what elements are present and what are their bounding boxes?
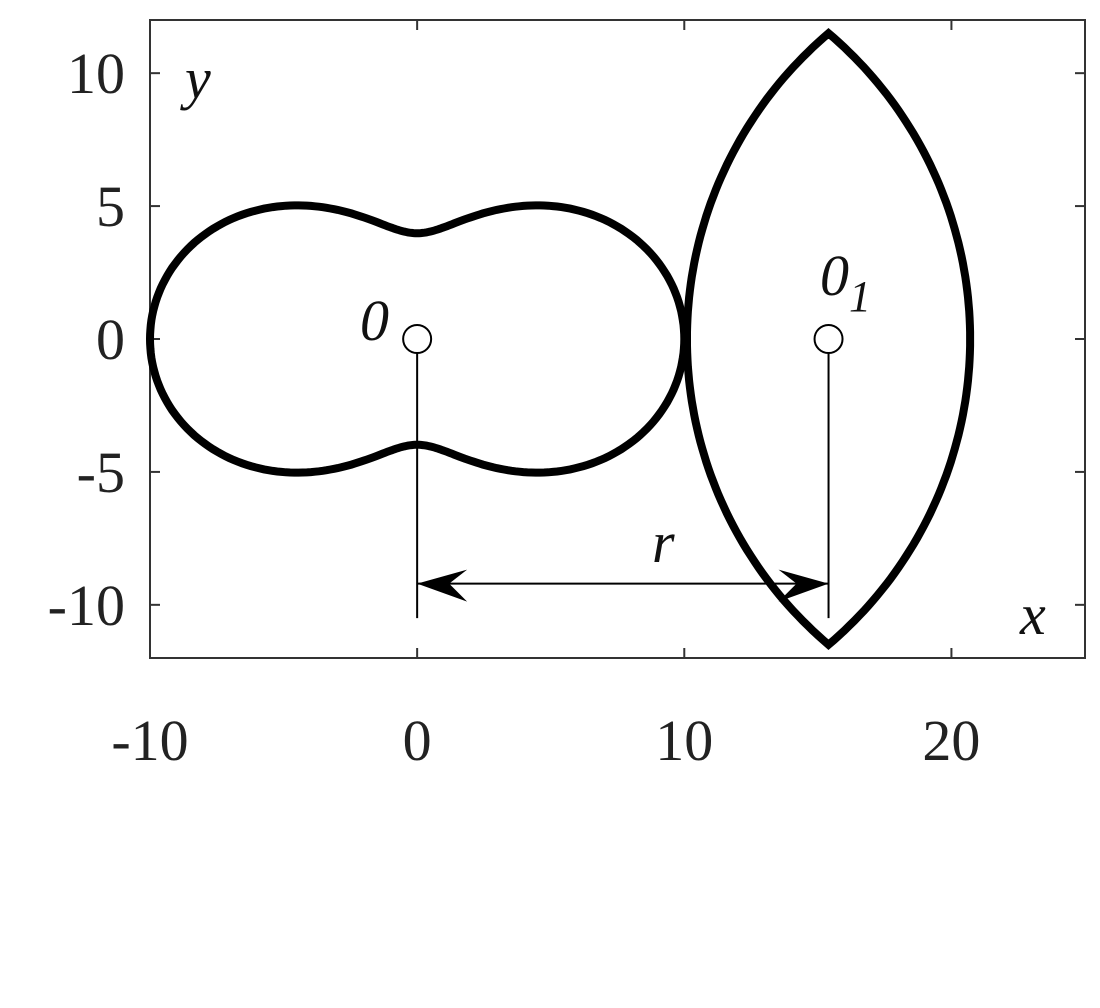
y-tick-label: -5 [77, 440, 125, 505]
y-axis-label: y [180, 46, 211, 111]
arrowhead-right [778, 569, 829, 602]
origin1-marker [813, 324, 844, 354]
x-axis-label: x [1019, 582, 1046, 647]
y-tick-label: 10 [67, 41, 125, 106]
x-tick-label: -10 [111, 708, 188, 773]
y-tick-label: 0 [96, 307, 125, 372]
origin-marker [402, 324, 433, 354]
x-tick-label: 0 [403, 708, 432, 773]
x-tick-label: 20 [922, 708, 980, 773]
origin-label: 0 [360, 288, 389, 353]
x-tick-label: 10 [655, 708, 713, 773]
y-tick-label: -10 [48, 573, 125, 638]
peanut-curve [145, 201, 689, 477]
y-tick-label: 5 [96, 174, 125, 239]
origin1-label: 01 [820, 243, 871, 321]
origin1-label-sub: 1 [849, 272, 871, 321]
distance-label: r [652, 510, 675, 575]
arrowhead-left [417, 569, 468, 602]
axes-box [149, 19, 1086, 659]
lens-curve [683, 28, 975, 650]
origin1-label-main: 0 [820, 243, 849, 308]
